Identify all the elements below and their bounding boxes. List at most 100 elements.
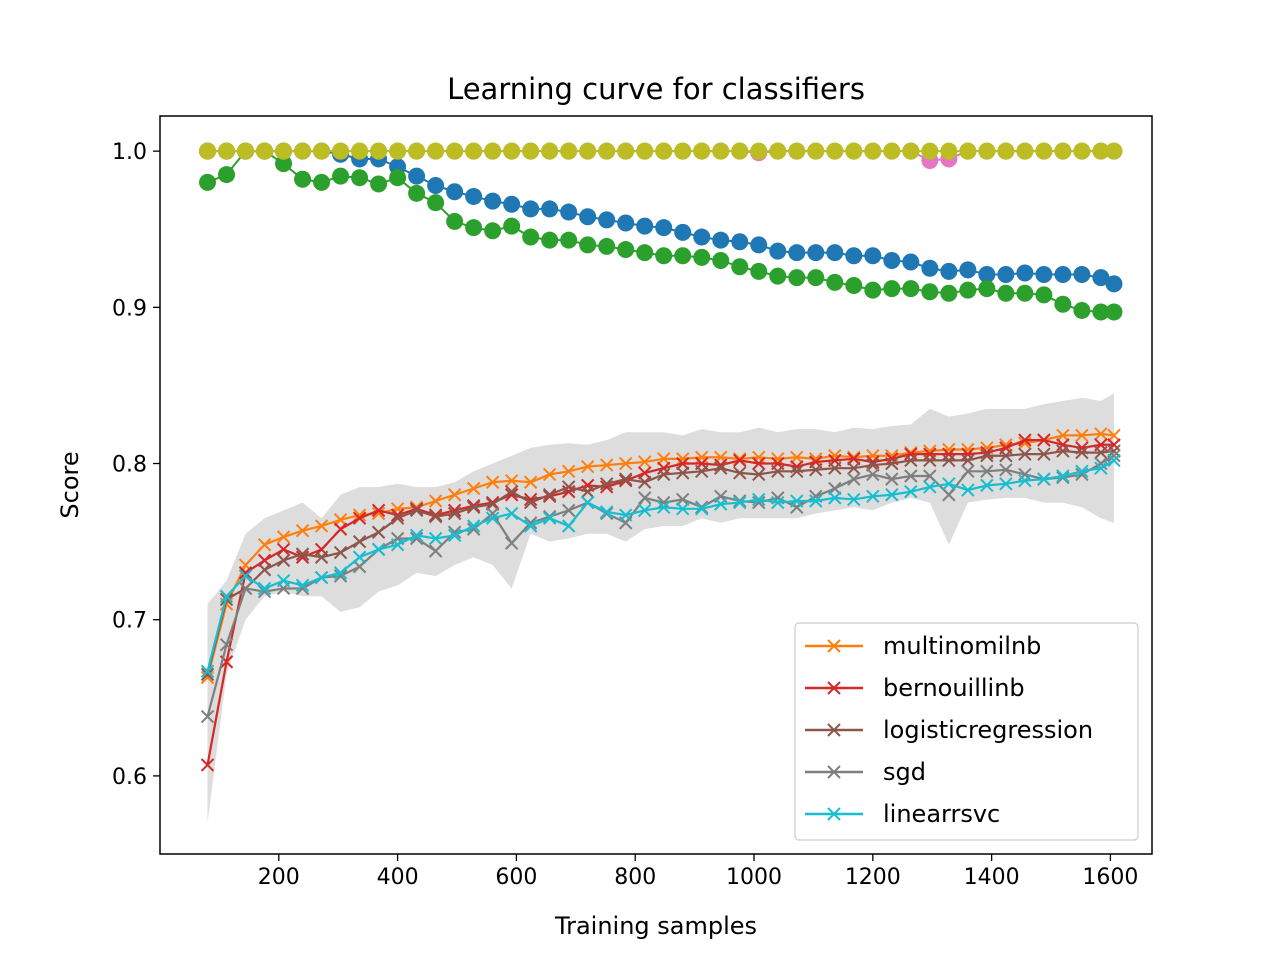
axes-frame (159, 115, 1153, 855)
series-point (904, 447, 918, 461)
train-point (541, 142, 559, 160)
series-point (752, 492, 766, 507)
series-point (752, 495, 766, 510)
x-tick-label: 200 (258, 865, 300, 890)
train-point (769, 142, 787, 160)
train-point (1105, 303, 1123, 321)
train-point (750, 142, 768, 160)
series-bernouillinb (200, 433, 1121, 772)
series-point (523, 475, 538, 489)
series-point (847, 492, 861, 507)
series-point (409, 528, 424, 543)
train-point (1054, 295, 1072, 313)
train-point (446, 142, 464, 160)
series-point (1107, 438, 1121, 452)
train-point (959, 261, 977, 279)
series-point (523, 495, 538, 510)
series-point (314, 519, 329, 533)
series-point (428, 531, 443, 546)
legend-label-logisticregression: logisticregression (883, 716, 1093, 744)
series-point (638, 455, 652, 469)
train-point (731, 258, 749, 276)
train-point (883, 280, 901, 298)
series-point (219, 589, 234, 603)
series-point (276, 553, 291, 568)
series-point (390, 508, 405, 522)
train-point (332, 142, 350, 160)
train-point (1073, 301, 1091, 319)
train-point (1092, 269, 1110, 287)
series-point (504, 506, 519, 521)
series-point (504, 484, 519, 499)
x-tick-label: 1600 (1082, 865, 1138, 890)
series-point (733, 494, 747, 508)
series-point (599, 458, 614, 472)
train-point (769, 242, 787, 260)
series-point (333, 566, 348, 580)
series-point (314, 550, 329, 564)
series-point (371, 506, 386, 521)
series-point (390, 511, 405, 525)
series-point (1056, 470, 1070, 485)
series-point (1107, 449, 1121, 463)
series-point (923, 469, 937, 483)
series-point (733, 495, 747, 510)
train-point (218, 142, 236, 160)
series-point (618, 472, 633, 486)
series-point (371, 503, 386, 518)
train-point (598, 211, 616, 229)
train-point (978, 266, 996, 284)
train-point (826, 142, 844, 160)
train-point (655, 219, 673, 237)
series-point (428, 494, 443, 508)
series-point (542, 467, 557, 482)
series-point (942, 477, 956, 491)
series-point (657, 500, 671, 514)
train-point (731, 142, 749, 160)
series-point (1018, 447, 1032, 461)
series-point (1094, 461, 1108, 475)
train-point (503, 217, 521, 235)
series-point (618, 508, 633, 522)
train-point (1054, 266, 1072, 284)
series-point (618, 456, 633, 471)
series-point (866, 489, 880, 504)
series-point (828, 491, 842, 505)
train-point (579, 208, 597, 226)
series-point (733, 466, 747, 480)
series-point (1075, 464, 1089, 479)
train-point (218, 166, 236, 184)
series-point (771, 464, 785, 479)
train-point (997, 142, 1015, 160)
series-point (542, 488, 557, 502)
train-point (693, 248, 711, 266)
train-point (902, 280, 920, 298)
train-point (750, 236, 768, 254)
train-point (731, 233, 749, 251)
train-point (1016, 284, 1034, 302)
train-point (1035, 286, 1053, 304)
train-point (997, 266, 1015, 284)
series-point (999, 477, 1013, 491)
train-point (351, 169, 369, 187)
y-tick-label: 0.6 (112, 765, 147, 790)
series-point (676, 502, 690, 516)
x-tick-label: 1400 (964, 865, 1020, 890)
train-point (541, 200, 559, 218)
x-tick-label: 1200 (845, 865, 901, 890)
train-point (959, 281, 977, 299)
train-point (427, 177, 445, 195)
series-point (942, 488, 956, 502)
series-point (466, 481, 481, 496)
series-point (999, 463, 1013, 477)
legend-marker-sgd (827, 765, 841, 779)
series-point (771, 495, 785, 510)
train-point (788, 142, 806, 160)
train-point (541, 231, 559, 249)
train-point (617, 241, 635, 259)
train-point (978, 280, 996, 298)
train-point (940, 284, 958, 302)
series-point (314, 570, 329, 585)
train-point (826, 273, 844, 291)
